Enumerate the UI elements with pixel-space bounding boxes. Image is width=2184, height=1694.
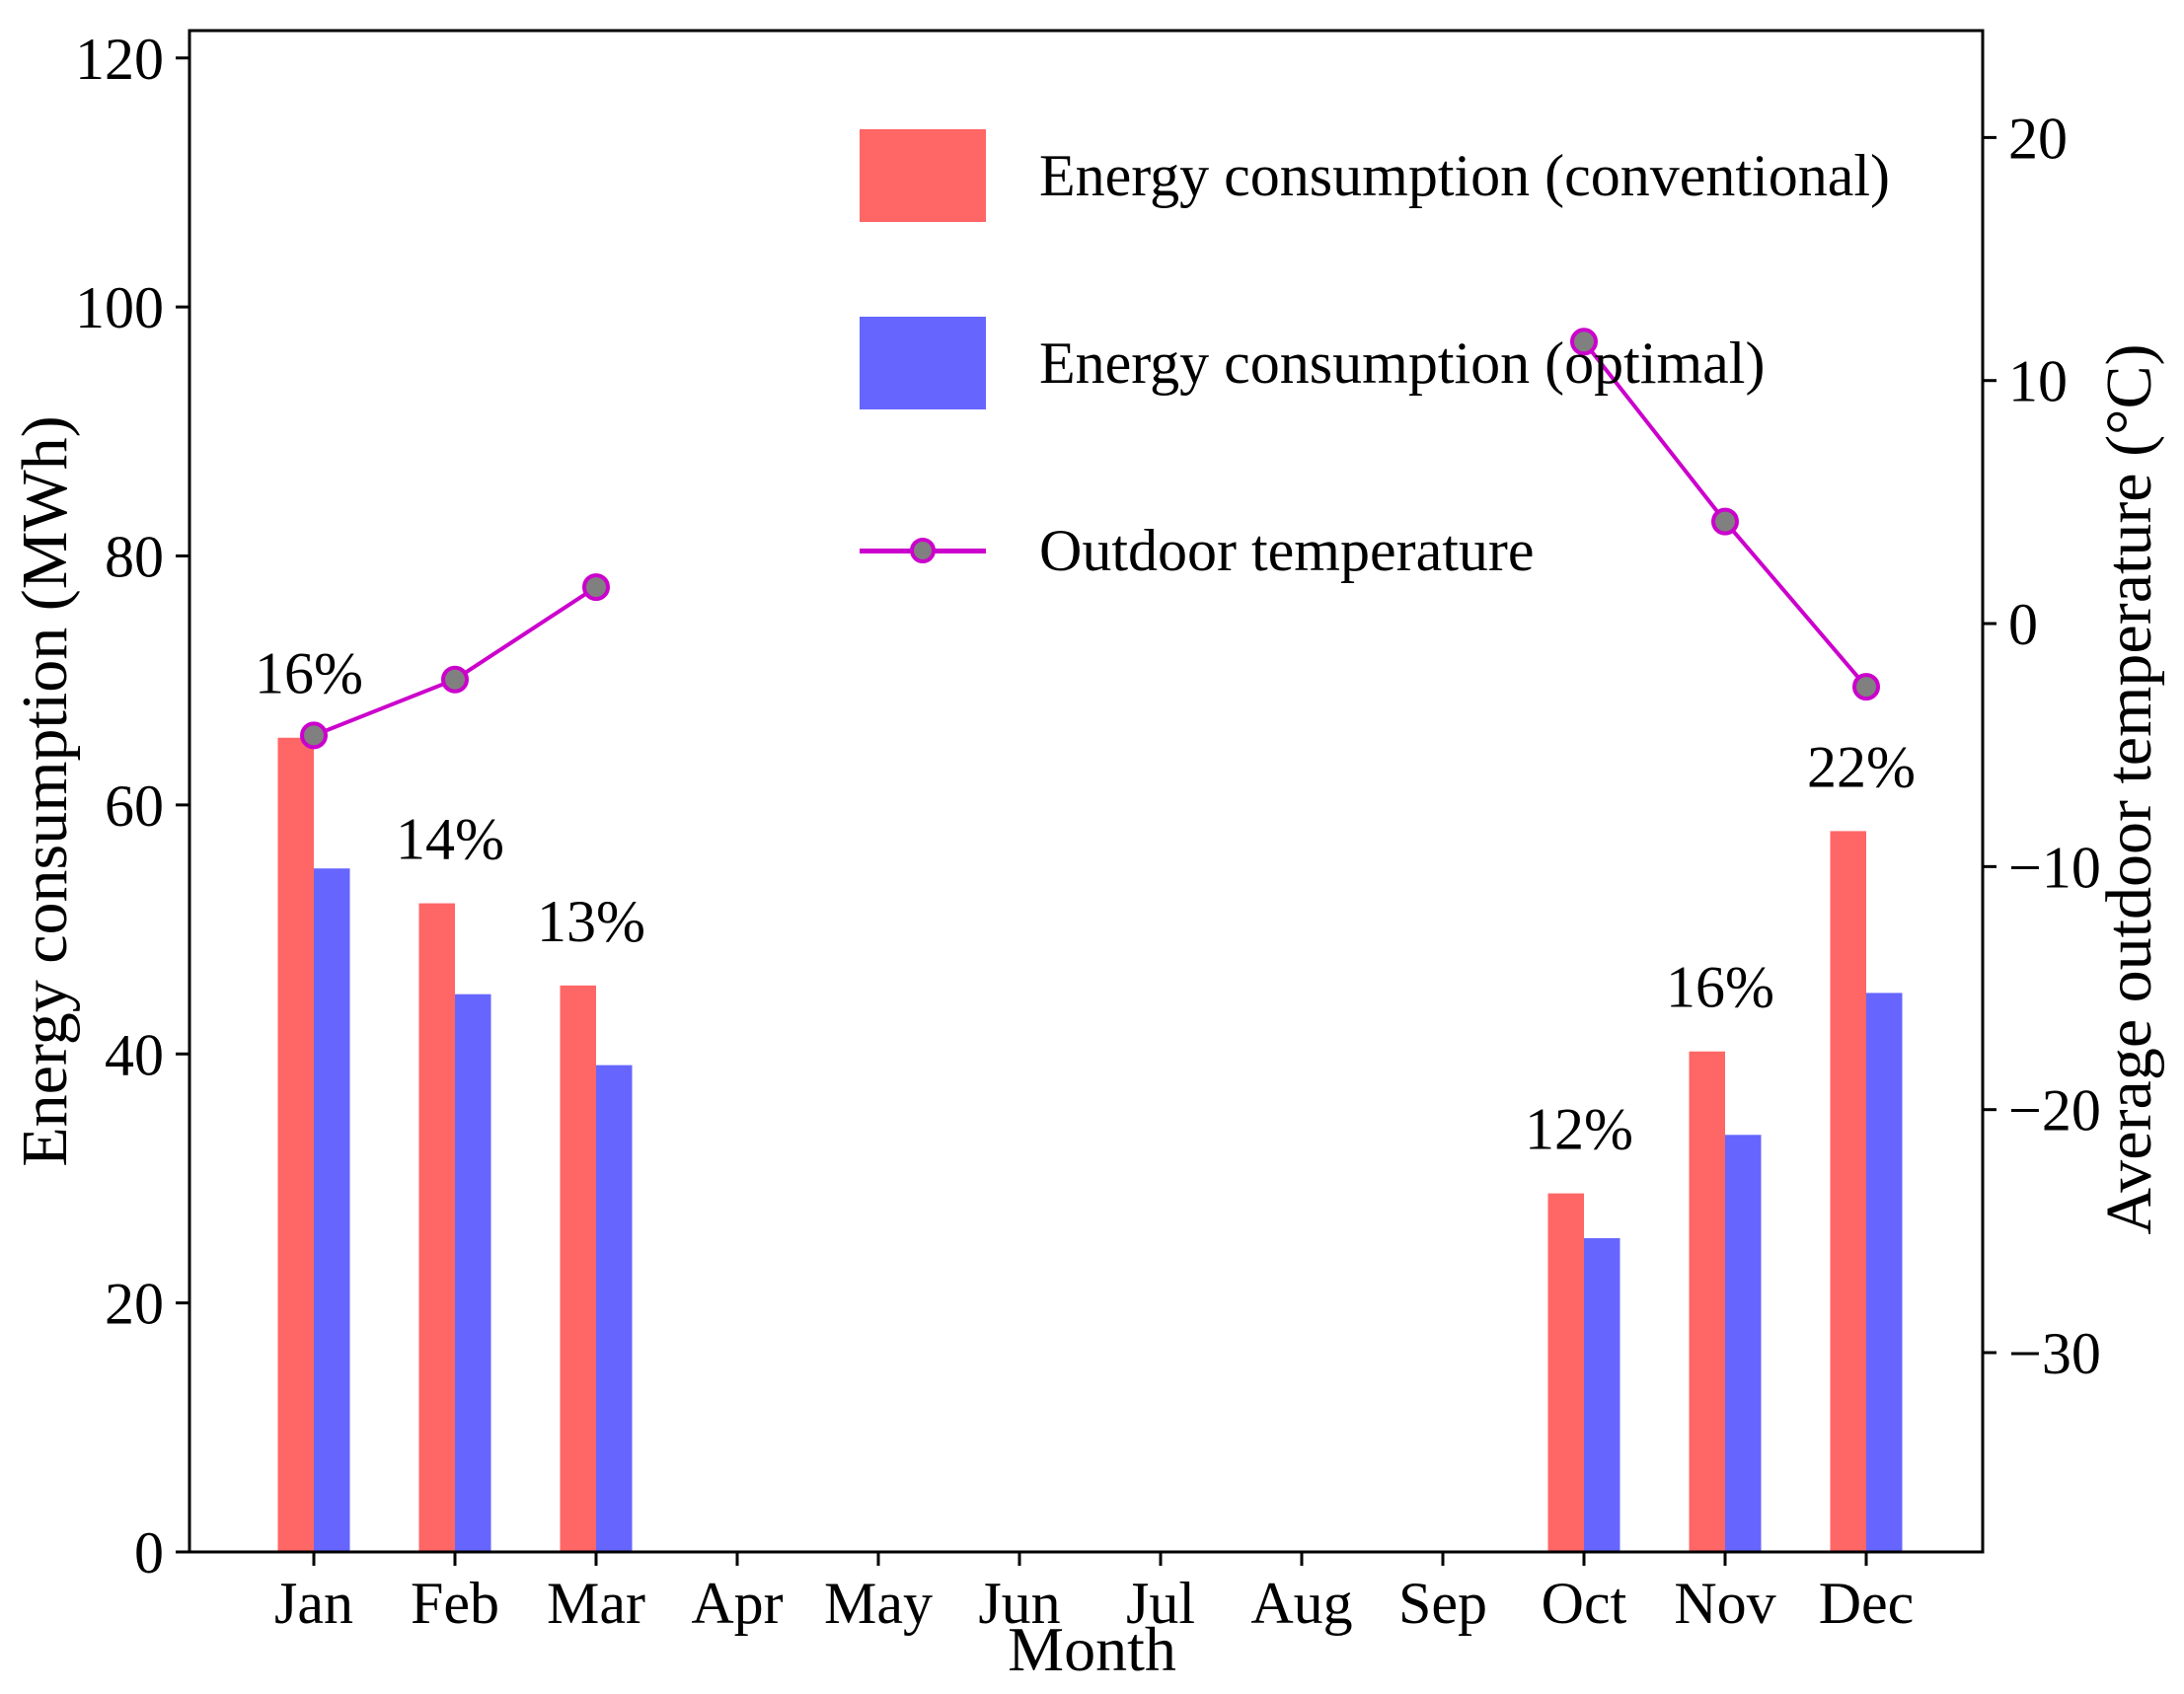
bar-conventional-Feb — [418, 903, 455, 1552]
left-axis-tick-label: 20 — [105, 1272, 164, 1337]
saving-label: 22% — [1807, 734, 1916, 799]
legend-label-temperature: Outdoor temperature — [1039, 517, 1535, 583]
x-axis-tick-label-Sep: Sep — [1398, 1571, 1487, 1636]
saving-label: 13% — [537, 889, 645, 954]
x-axis-tick-label-Nov: Nov — [1674, 1571, 1775, 1636]
legend-item-temperature: Outdoor temperature — [860, 504, 1890, 597]
right-axis-tick-label: 0 — [2008, 592, 2038, 657]
right-axis-tick-label: −20 — [2008, 1078, 2101, 1143]
temperature-marker-Jan — [300, 721, 328, 750]
saving-label: 16% — [1666, 955, 1774, 1020]
legend-item-optimal: Energy consumption (optimal) — [860, 317, 1890, 409]
x-axis-tick-label-Mar: Mar — [547, 1571, 645, 1636]
left-y-axis-title: Energy consumption (MWh) — [9, 415, 81, 1167]
legend-swatch-conventional-icon — [860, 129, 986, 222]
x-axis-tick-label-Jul: Jul — [1126, 1571, 1195, 1636]
left-axis-tick-label: 40 — [105, 1022, 164, 1087]
legend-marker-icon — [910, 538, 936, 563]
x-axis-tick-label-Apr: Apr — [691, 1571, 783, 1636]
legend-line-sample-icon — [860, 504, 986, 597]
bar-optimal-Oct — [1584, 1238, 1620, 1552]
bar-conventional-Mar — [560, 985, 596, 1552]
bar-conventional-Oct — [1547, 1193, 1584, 1552]
legend-swatch-optimal-icon — [860, 317, 986, 409]
x-axis-tick-label-May: May — [824, 1571, 933, 1636]
plot-frame — [188, 29, 1985, 1554]
right-y-axis-title: Average outdoor temperature (°C) — [2093, 343, 2165, 1235]
left-axis-tick-label: 100 — [75, 275, 164, 340]
temperature-marker-Nov — [1711, 507, 1739, 536]
saving-label: 12% — [1525, 1097, 1633, 1162]
left-axis-tick-label: 0 — [134, 1520, 164, 1585]
x-axis-tick-label-Oct: Oct — [1542, 1571, 1627, 1636]
x-axis-tick-label-Jun: Jun — [978, 1571, 1060, 1636]
temperature-marker-Mar — [582, 573, 610, 602]
saving-label: 14% — [396, 807, 504, 872]
bar-optimal-Feb — [455, 994, 491, 1552]
x-axis-tick-label-Dec: Dec — [1819, 1571, 1915, 1636]
bar-optimal-Jan — [314, 868, 350, 1552]
x-axis-tick-label-Aug: Aug — [1250, 1571, 1352, 1636]
saving-label: 16% — [255, 641, 363, 706]
bar-conventional-Dec — [1830, 831, 1866, 1552]
right-axis-tick-label: −10 — [2008, 835, 2101, 900]
temperature-marker-Feb — [441, 665, 469, 694]
right-axis-tick-label: 10 — [2008, 349, 2068, 414]
left-axis-tick-label: 80 — [105, 525, 164, 590]
bar-conventional-Nov — [1689, 1051, 1725, 1552]
temperature-marker-Oct — [1570, 328, 1598, 356]
left-axis-tick-label: 120 — [75, 27, 164, 92]
right-axis-tick-label: 20 — [2008, 106, 2068, 171]
legend-item-conventional: Energy consumption (conventional) — [860, 129, 1890, 222]
bar-optimal-Mar — [596, 1065, 633, 1552]
bar-optimal-Nov — [1725, 1135, 1762, 1552]
bar-conventional-Jan — [277, 737, 314, 1552]
legend-label-optimal: Energy consumption (optimal) — [1039, 330, 1766, 396]
x-axis-tick-label-Jan: Jan — [274, 1571, 353, 1636]
x-axis-title: Month — [1008, 1614, 1176, 1684]
temperature-marker-Dec — [1852, 673, 1880, 701]
right-axis-tick-label: −30 — [2008, 1321, 2101, 1386]
legend: Energy consumption (conventional) Energy… — [860, 129, 1890, 692]
x-axis-tick-label-Feb: Feb — [411, 1571, 499, 1636]
bar-optimal-Dec — [1866, 993, 1903, 1552]
left-axis-tick-label: 60 — [105, 773, 164, 839]
legend-label-conventional: Energy consumption (conventional) — [1039, 142, 1891, 208]
